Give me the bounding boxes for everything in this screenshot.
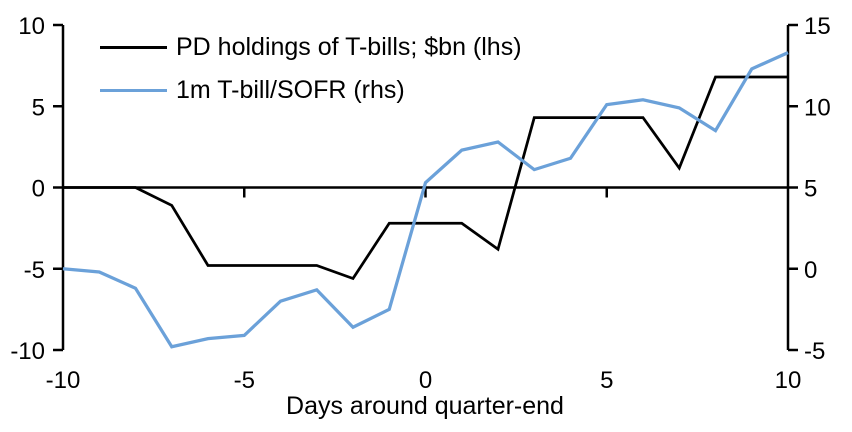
series-line-1: [62, 51, 789, 349]
y-axis-right-tick-label: 10: [804, 94, 831, 121]
y-axis-left-tick-label: -5: [24, 257, 45, 284]
y-axis-right-tick-label: 0: [804, 257, 817, 284]
x-axis-title: Days around quarter-end: [286, 392, 564, 420]
x-axis-tick-label: 5: [600, 367, 613, 394]
x-axis-tick-label: -5: [234, 367, 255, 394]
y-axis-right-tick-label: 5: [804, 176, 817, 203]
y-axis-left-tick-label: 0: [32, 176, 45, 203]
y-axis-left-tick-label: 5: [32, 94, 45, 121]
legend: PD holdings of T-bills; $bn (lhs) 1m T-b…: [100, 26, 522, 112]
legend-item-pd-holdings: PD holdings of T-bills; $bn (lhs): [100, 26, 522, 69]
legend-label-pd-holdings: PD holdings of T-bills; $bn (lhs): [176, 33, 522, 61]
y-axis-right-tick-label: -5: [804, 338, 825, 365]
x-axis-tick-label: 10: [775, 367, 802, 394]
y-axis-left-tick-label: 10: [18, 13, 45, 40]
x-axis-tick-label: -10: [46, 367, 81, 394]
x-axis-tick-label: 0: [419, 367, 432, 394]
legend-line-sample-black: [100, 46, 167, 49]
legend-label-tbill-sofr: 1m T-bill/SOFR (rhs): [176, 76, 405, 104]
legend-line-sample-blue: [100, 89, 167, 92]
legend-item-tbill-sofr: 1m T-bill/SOFR (rhs): [100, 69, 522, 112]
y-axis-right-tick-label: 15: [804, 13, 831, 40]
series-line-0: [63, 75, 788, 281]
y-axis-left-tick-label: -10: [10, 338, 45, 365]
